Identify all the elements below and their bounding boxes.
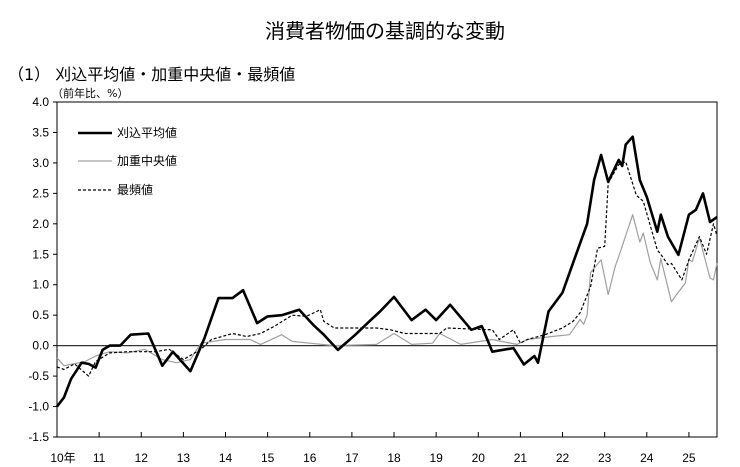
x-tick-label: 10年 (50, 451, 75, 465)
y-tick-label: 2.0 (32, 217, 49, 231)
x-tick-label: 22 (556, 451, 570, 465)
x-tick-label: 12 (135, 451, 149, 465)
y-axis: 4.0 3.5 3.0 2.5 2.0 1.5 1.0 0.5 0.0 -0.5 -1.0 -1.5 (28, 95, 57, 444)
x-tick-label: 17 (345, 451, 359, 465)
y-tick-label: 3.5 (32, 125, 49, 139)
legend: 刈込平均値 加重中央値 最頻値 (78, 125, 177, 197)
x-tick-label: 16 (303, 451, 317, 465)
y-tick-label: 0.0 (32, 339, 49, 353)
series-line-weighted-median (56, 214, 718, 367)
x-tick-label: 11 (93, 451, 106, 465)
y-tick-label: 3.0 (32, 156, 49, 170)
y-tick-label: 4.0 (32, 95, 49, 109)
x-axis: 10年 11 12 13 14 15 16 17 18 19 20 21 22 23 24 25 (50, 432, 696, 465)
chart-title: 消費者物価の基調的な変動 (265, 19, 505, 43)
x-tick-label: 25 (682, 451, 696, 465)
series-line-mode (56, 161, 718, 377)
x-tick-label: 20 (472, 451, 486, 465)
plot-area (56, 101, 718, 438)
y-tick-label: -1.5 (28, 430, 49, 444)
legend-label-trimmed-mean: 刈込平均値 (117, 125, 177, 140)
legend-label-mode: 最頻値 (117, 182, 153, 197)
x-tick-label: 13 (177, 451, 191, 465)
legend-label-weighted-median: 加重中央値 (117, 153, 177, 168)
x-tick-label: 19 (429, 451, 443, 465)
y-tick-label: -0.5 (28, 369, 49, 383)
y-tick-label: -1.0 (28, 400, 49, 414)
x-tick-label: 15 (261, 451, 275, 465)
x-tick-label: 18 (387, 451, 401, 465)
y-tick-label: 1.0 (32, 278, 49, 292)
x-tick-label: 21 (514, 451, 528, 465)
series-line-trimmed-mean (55, 135, 718, 408)
y-tick-label: 2.5 (32, 186, 49, 200)
x-tick-label: 24 (640, 451, 654, 465)
x-tick-label: 14 (219, 451, 233, 465)
y-tick-label: 1.5 (32, 247, 49, 261)
y-axis-unit-label: （前年比、%） (52, 86, 128, 100)
series-lines (55, 135, 718, 408)
chart-subtitle: （1） 刈込平均値・加重中央値・最頻値 (8, 65, 295, 84)
x-tick-label: 23 (598, 451, 612, 465)
y-tick-label: 0.5 (32, 308, 49, 322)
